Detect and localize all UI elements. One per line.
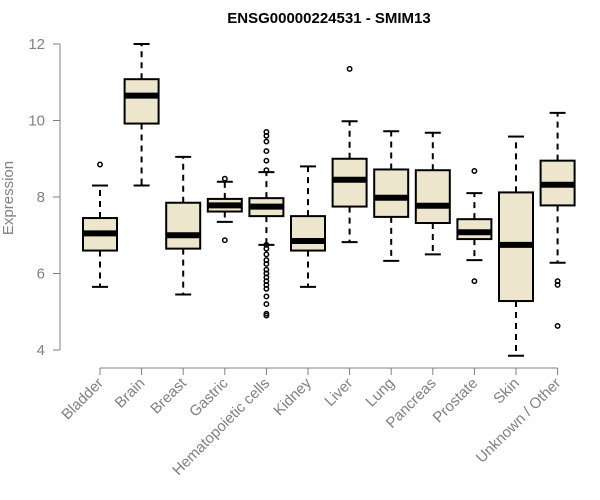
x-tick-label: Skin bbox=[490, 375, 523, 408]
x-tick-label: Prostate bbox=[430, 375, 482, 427]
iqr-box bbox=[373, 168, 410, 218]
outlier-point bbox=[554, 322, 561, 329]
iqr-box bbox=[123, 78, 160, 125]
x-tick-label: Breast bbox=[147, 374, 190, 417]
x-tick-label: Brain bbox=[112, 375, 149, 412]
y-axis-label: Expression bbox=[0, 161, 17, 235]
outlier-point bbox=[97, 161, 103, 168]
y-tick-label: 6 bbox=[37, 266, 45, 283]
iqr-box bbox=[290, 215, 326, 252]
outlier-point bbox=[471, 168, 478, 174]
x-tick-label: Bladder bbox=[58, 375, 107, 424]
outlier-point bbox=[221, 237, 228, 244]
iqr-box bbox=[456, 218, 493, 241]
outlier-point bbox=[263, 285, 270, 292]
iqr-box bbox=[414, 169, 451, 225]
box-group bbox=[82, 161, 118, 288]
box-group bbox=[123, 43, 160, 187]
y-tick-label: 8 bbox=[37, 189, 45, 206]
box-group bbox=[331, 65, 368, 244]
outlier-point bbox=[221, 175, 228, 182]
y-axis: 4 6 8 10 12 bbox=[28, 36, 61, 359]
outlier-point bbox=[263, 245, 270, 252]
outlier-point bbox=[554, 282, 561, 288]
chart-title: ENSG00000224531 - SMIM13 bbox=[227, 10, 430, 27]
box-group bbox=[206, 175, 243, 244]
y-tick-label: 4 bbox=[37, 342, 45, 359]
box-group bbox=[373, 130, 410, 262]
y-tick-label: 10 bbox=[28, 113, 45, 130]
box-group bbox=[539, 111, 576, 329]
outlier-point bbox=[263, 138, 270, 145]
outlier-point bbox=[346, 65, 353, 72]
outlier-point bbox=[263, 251, 270, 258]
box-group bbox=[456, 168, 493, 285]
outlier-point bbox=[263, 148, 270, 155]
outlier-point bbox=[263, 293, 270, 300]
plot-area bbox=[82, 43, 576, 357]
box-group bbox=[290, 165, 326, 288]
x-tick-label: Lung bbox=[362, 375, 398, 411]
iqr-box bbox=[165, 201, 202, 250]
box-group bbox=[248, 129, 285, 319]
box-group bbox=[165, 155, 202, 296]
x-tick-label: Liver bbox=[321, 375, 356, 410]
outlier-point bbox=[263, 260, 270, 267]
outlier-point bbox=[263, 301, 270, 308]
outlier-point bbox=[471, 278, 478, 285]
outlier-point bbox=[263, 312, 270, 319]
outlier-point bbox=[263, 157, 270, 164]
box-group bbox=[414, 131, 451, 256]
y-tick-label: 12 bbox=[28, 36, 45, 53]
box-group bbox=[498, 135, 534, 357]
outlier-point bbox=[263, 167, 270, 174]
outlier-point bbox=[263, 132, 270, 139]
x-tick-label: Kidney bbox=[270, 374, 315, 419]
